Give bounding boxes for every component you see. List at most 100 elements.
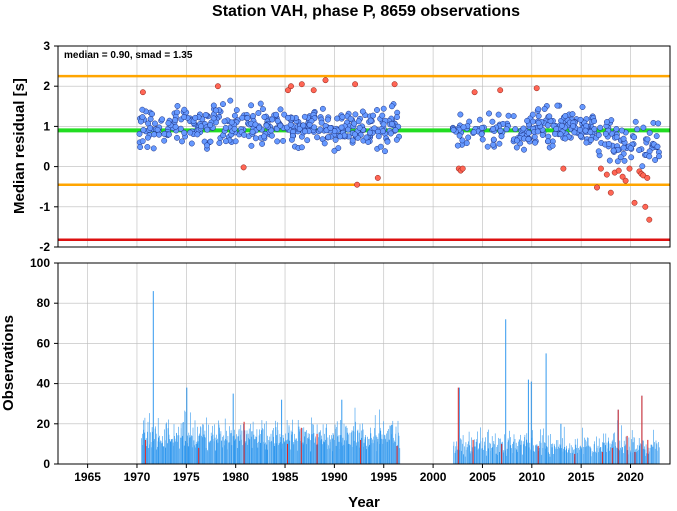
residual-point bbox=[486, 110, 492, 117]
observation-bar bbox=[375, 435, 377, 464]
observations-panel: 0 20 40 60 80 100 1965 1970 1975 1980 1985 1990 199… bbox=[0, 256, 671, 511]
residual-point bbox=[317, 126, 324, 133]
observation-bar bbox=[294, 439, 296, 464]
observation-bar bbox=[376, 437, 378, 464]
observation-bar bbox=[250, 423, 251, 464]
observation-bar bbox=[486, 451, 488, 464]
residual-point bbox=[179, 138, 185, 145]
observation-bar bbox=[551, 447, 553, 464]
residual-point bbox=[534, 128, 541, 135]
residual-point bbox=[318, 119, 325, 126]
residual-point bbox=[379, 128, 386, 135]
y-tick-label: 20 bbox=[37, 417, 51, 431]
observation-bar-outlier bbox=[617, 409, 619, 464]
y-tick-label: 40 bbox=[37, 377, 51, 391]
residual-point bbox=[379, 112, 386, 119]
observation-bar bbox=[216, 440, 218, 464]
observation-bar bbox=[391, 434, 392, 464]
observation-bar bbox=[230, 430, 232, 464]
observation-bar-peak bbox=[232, 393, 234, 464]
observation-bar bbox=[235, 439, 236, 464]
observation-bar bbox=[601, 451, 602, 464]
residual-point bbox=[174, 134, 180, 141]
residual-point bbox=[207, 138, 214, 145]
observation-bar bbox=[533, 445, 534, 464]
residual-point bbox=[222, 138, 229, 145]
observations-y-ticks: 0 20 40 60 80 100 bbox=[30, 256, 58, 471]
observation-bar bbox=[338, 435, 340, 464]
observation-bar bbox=[473, 446, 475, 464]
observation-bar bbox=[192, 447, 193, 464]
outlier-point bbox=[560, 165, 567, 172]
observation-bar bbox=[227, 436, 229, 464]
observation-bar bbox=[337, 436, 339, 464]
observation-bar bbox=[654, 448, 656, 464]
observation-bar bbox=[231, 445, 233, 464]
outlier-point bbox=[285, 87, 291, 94]
residual-point bbox=[505, 112, 512, 119]
observation-bar bbox=[160, 440, 162, 464]
observation-bar bbox=[524, 437, 525, 464]
residual-point bbox=[285, 114, 291, 121]
observation-bar bbox=[332, 433, 334, 464]
residual-y-axis-label: Median residual [s] bbox=[11, 78, 28, 214]
residual-point bbox=[497, 127, 504, 134]
residual-point bbox=[478, 131, 485, 138]
observation-bar bbox=[205, 448, 207, 464]
observation-bar bbox=[564, 447, 566, 464]
observation-bar bbox=[262, 429, 264, 464]
residual-point bbox=[388, 103, 395, 110]
residual-point bbox=[640, 124, 647, 131]
observation-bar bbox=[174, 438, 176, 464]
residual-point bbox=[644, 136, 651, 143]
observation-bar-peak bbox=[341, 399, 343, 464]
observation-bar bbox=[315, 436, 316, 464]
residual-point bbox=[287, 121, 294, 128]
observation-bar bbox=[616, 447, 618, 464]
observation-bar bbox=[504, 450, 506, 464]
observation-bar bbox=[359, 447, 360, 464]
observation-bar bbox=[393, 437, 394, 464]
observation-bar bbox=[340, 435, 342, 464]
observation-bar bbox=[355, 421, 356, 464]
residual-frame bbox=[57, 45, 671, 248]
observation-bar bbox=[487, 448, 489, 464]
observation-bar bbox=[396, 446, 397, 464]
observation-bar bbox=[516, 451, 518, 464]
observation-bar bbox=[623, 440, 625, 464]
residual-point bbox=[154, 126, 161, 133]
observation-bar bbox=[466, 447, 468, 464]
observation-bar bbox=[596, 447, 598, 464]
observation-bar bbox=[340, 420, 341, 464]
observation-bar bbox=[317, 444, 319, 464]
observation-bar bbox=[590, 456, 592, 464]
observation-bar bbox=[268, 441, 270, 464]
residual-point bbox=[459, 137, 466, 144]
observation-bar bbox=[278, 445, 279, 464]
observation-bar bbox=[204, 436, 205, 464]
observation-bar bbox=[509, 430, 510, 464]
observation-bar bbox=[557, 440, 559, 464]
observations-y-axis-label: Observations bbox=[0, 315, 17, 411]
observation-bar bbox=[482, 437, 484, 464]
observation-bar bbox=[233, 435, 235, 464]
residual-plot-area bbox=[58, 46, 670, 247]
observation-bar bbox=[658, 442, 659, 464]
observation-bar bbox=[158, 437, 159, 464]
observation-bar bbox=[586, 446, 588, 464]
residual-point bbox=[577, 116, 584, 123]
residual-point bbox=[177, 125, 184, 132]
observation-bar bbox=[508, 440, 509, 464]
outlier-point bbox=[615, 167, 622, 174]
residual-point bbox=[490, 141, 497, 148]
observation-bar bbox=[465, 449, 467, 464]
observation-bar bbox=[498, 438, 500, 464]
observation-bar bbox=[503, 450, 504, 464]
observation-bar bbox=[338, 441, 339, 464]
observation-bar bbox=[559, 448, 560, 464]
observation-bar bbox=[604, 445, 606, 464]
observation-bar bbox=[549, 453, 550, 464]
residual-point bbox=[552, 130, 558, 137]
observation-bar bbox=[367, 439, 369, 464]
observation-bar bbox=[297, 420, 299, 464]
